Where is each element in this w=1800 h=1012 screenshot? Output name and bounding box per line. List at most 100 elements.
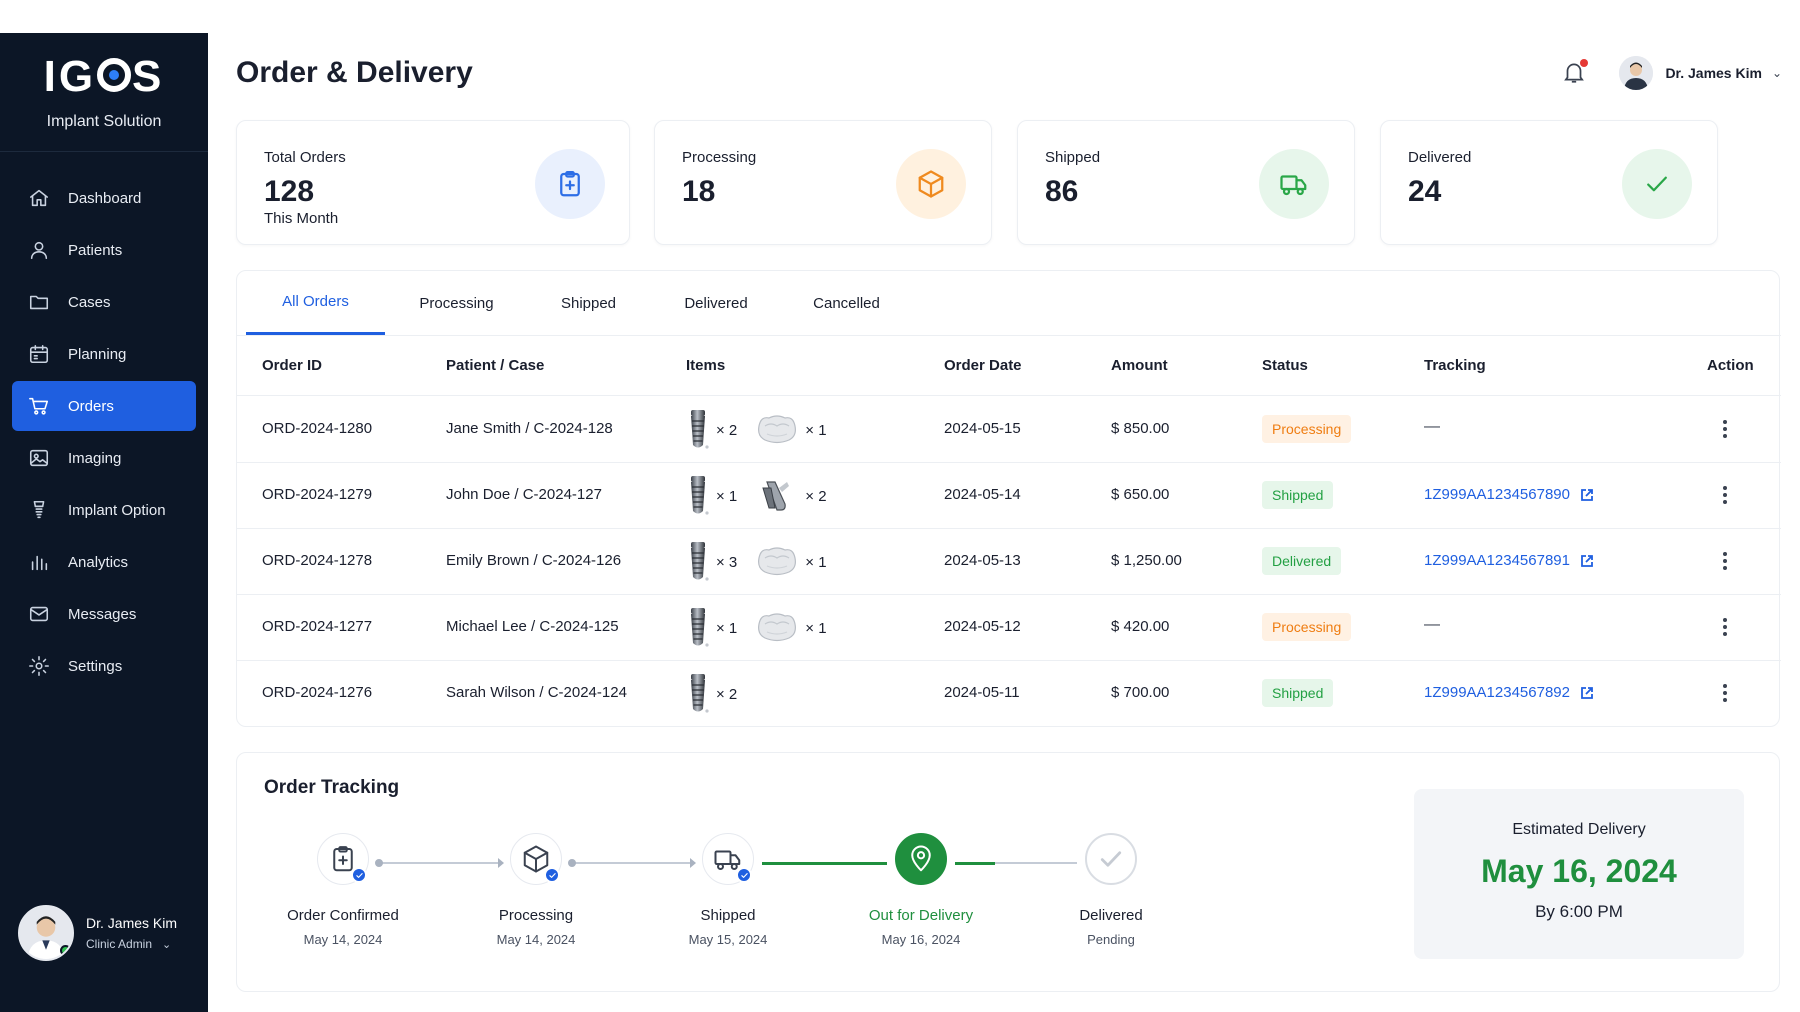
implant-icon bbox=[33, 500, 45, 519]
sidebar-item-settings[interactable]: Settings bbox=[12, 641, 196, 691]
box-icon bbox=[523, 845, 549, 873]
sidebar-item-patients[interactable]: Patients bbox=[12, 225, 196, 275]
implant-item-icon bbox=[691, 674, 709, 713]
order-amount: $ 850.00 bbox=[1111, 420, 1170, 437]
implant-item-icon bbox=[691, 608, 709, 647]
stat-label: Total Orders bbox=[264, 149, 346, 166]
tracking-link[interactable]: 1Z999AA1234567892 bbox=[1424, 684, 1594, 701]
image-icon bbox=[29, 449, 49, 467]
column-header-action: Action bbox=[1707, 357, 1754, 374]
user-icon bbox=[30, 241, 48, 260]
stat-label: Delivered bbox=[1408, 149, 1472, 166]
box-icon bbox=[918, 170, 944, 198]
sidebar-item-label: Settings bbox=[68, 657, 123, 675]
item-quantity: × 1 bbox=[716, 487, 738, 505]
tab-all-orders[interactable]: All Orders bbox=[246, 271, 385, 335]
sidebar-item-orders[interactable]: Orders bbox=[12, 381, 196, 431]
item-crown: × 1 bbox=[755, 412, 827, 448]
sidebar-item-implant-option[interactable]: Implant Option bbox=[12, 485, 196, 535]
folder-icon bbox=[29, 295, 49, 310]
sidebar-item-label: Imaging bbox=[68, 449, 122, 467]
tab-processing[interactable]: Processing bbox=[419, 294, 494, 312]
sidebar-item-planning[interactable]: Planning bbox=[12, 329, 196, 379]
item-quantity: × 1 bbox=[805, 619, 827, 637]
order-id[interactable]: ORD-2024-1278 bbox=[262, 552, 373, 569]
stat-card-shipped: Shipped 86 bbox=[1017, 120, 1355, 245]
header-actions: Dr. James Kim ⌄ bbox=[1561, 56, 1782, 90]
truck-icon bbox=[1280, 175, 1307, 196]
order-id[interactable]: ORD-2024-1280 bbox=[262, 420, 373, 437]
calendar-icon bbox=[28, 343, 50, 365]
item-implant: × 2 bbox=[686, 673, 737, 715]
page-title: Order & Delivery bbox=[236, 56, 473, 89]
tracking-link[interactable]: 1Z999AA1234567890 bbox=[1424, 486, 1594, 503]
location-pin-icon bbox=[895, 833, 947, 885]
sidebar-item-dashboard[interactable]: Dashboard bbox=[12, 173, 196, 223]
sidebar-item-analytics[interactable]: Analytics bbox=[12, 537, 196, 587]
check-icon bbox=[1100, 851, 1122, 867]
patient-case: John Doe / C-2024-127 bbox=[446, 486, 602, 503]
sidebar-item-label: Patients bbox=[68, 241, 123, 259]
row-actions-menu-icon[interactable] bbox=[1715, 614, 1735, 640]
brand-logo[interactable]: IG S Implant Solution bbox=[0, 55, 208, 131]
sidebar-item-messages[interactable]: Messages bbox=[12, 589, 196, 639]
stat-card-delivered: Delivered 24 bbox=[1380, 120, 1718, 245]
sidebar-user-menu[interactable]: Dr. James Kim Clinic Admin ⌄ bbox=[18, 903, 198, 963]
status-badge: Shipped bbox=[1262, 481, 1334, 509]
table-row: ORD-2024-1278 Emily Brown / C-2024-126 × 3… bbox=[237, 529, 1781, 595]
chevron-down-icon[interactable]: ⌄ bbox=[162, 938, 172, 951]
header-user-name[interactable]: Dr. James Kim bbox=[1665, 65, 1762, 81]
tracking-link[interactable]: 1Z999AA1234567891 bbox=[1424, 552, 1594, 569]
order-id[interactable]: ORD-2024-1276 bbox=[262, 684, 373, 701]
tracking-number[interactable]: 1Z999AA1234567892 bbox=[1424, 684, 1570, 701]
row-actions-menu-icon[interactable] bbox=[1715, 482, 1735, 508]
patient-case: Jane Smith / C-2024-128 bbox=[446, 420, 613, 437]
order-tabs: All Orders Processing Shipped Delivered Canc… bbox=[246, 271, 910, 335]
tracking-number[interactable]: 1Z999AA1234567891 bbox=[1424, 552, 1570, 569]
progress-connector bbox=[995, 862, 1077, 864]
chevron-down-icon[interactable]: ⌄ bbox=[1771, 66, 1782, 80]
stat-card-processing: Processing 18 bbox=[654, 120, 992, 245]
external-link-icon[interactable] bbox=[1580, 686, 1594, 700]
item-quantity: × 1 bbox=[805, 421, 827, 439]
patient-case: Michael Lee / C-2024-125 bbox=[446, 618, 619, 635]
order-items: × 2 bbox=[686, 671, 755, 717]
external-link-icon[interactable] bbox=[1580, 554, 1594, 568]
table-row: ORD-2024-1280 Jane Smith / C-2024-128 × 2 ×… bbox=[237, 397, 1781, 463]
notification-bell-icon[interactable] bbox=[1561, 59, 1589, 87]
tab-shipped[interactable]: Shipped bbox=[560, 294, 617, 312]
order-date: 2024-05-13 bbox=[944, 552, 1021, 569]
order-id[interactable]: ORD-2024-1277 bbox=[262, 618, 373, 635]
row-actions-menu-icon[interactable] bbox=[1715, 548, 1735, 574]
stat-label: Processing bbox=[682, 149, 757, 166]
sidebar-nav: Dashboard Patients Cases Planning Orders Imag… bbox=[12, 173, 196, 693]
gear-icon bbox=[29, 656, 49, 676]
external-link-icon[interactable] bbox=[1580, 488, 1594, 502]
notification-dot bbox=[1580, 59, 1589, 67]
clipboard-icon bbox=[560, 171, 580, 197]
step-date: May 14, 2024 bbox=[496, 932, 576, 947]
mail-icon bbox=[29, 606, 49, 622]
table-row: ORD-2024-1279 John Doe / C-2024-127 × 1 × 2… bbox=[237, 463, 1781, 529]
tracking-step-delivered: Delivered Pending bbox=[1031, 833, 1191, 947]
sidebar-item-cases[interactable]: Cases bbox=[12, 277, 196, 327]
eta-label: Estimated Delivery bbox=[1512, 821, 1646, 838]
row-actions-menu-icon[interactable] bbox=[1715, 680, 1735, 706]
item-quantity: × 2 bbox=[716, 421, 738, 439]
order-id[interactable]: ORD-2024-1279 bbox=[262, 486, 373, 503]
tracking-number[interactable]: 1Z999AA1234567890 bbox=[1424, 486, 1570, 503]
tab-delivered[interactable]: Delivered bbox=[684, 294, 748, 312]
stat-label: Shipped bbox=[1045, 149, 1101, 166]
row-actions-menu-icon[interactable] bbox=[1715, 416, 1735, 442]
header-avatar[interactable] bbox=[1619, 56, 1654, 90]
item-quantity: × 1 bbox=[716, 619, 738, 637]
tab-cancelled[interactable]: Cancelled bbox=[813, 294, 880, 312]
step-name: Order Confirmed bbox=[287, 907, 399, 924]
sidebar-item-imaging[interactable]: Imaging bbox=[12, 433, 196, 483]
column-header-status: Status bbox=[1262, 357, 1308, 374]
check-icon bbox=[1647, 176, 1667, 192]
step-name: Out for Delivery bbox=[868, 907, 974, 924]
status-badge: Shipped bbox=[1262, 679, 1334, 707]
stat-card-total-orders: Total Orders 128 This Month bbox=[236, 120, 630, 245]
